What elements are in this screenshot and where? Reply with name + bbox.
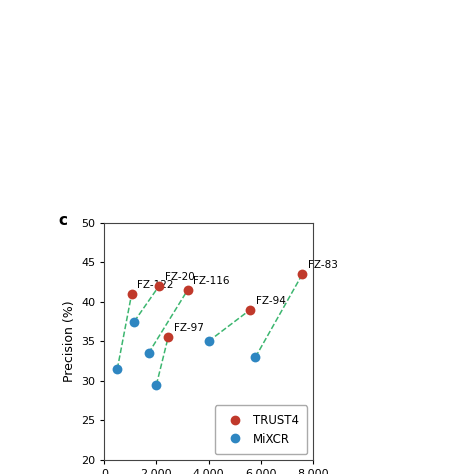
Y-axis label: Precision (%): Precision (%) bbox=[63, 301, 75, 382]
Text: FZ-116: FZ-116 bbox=[193, 276, 230, 286]
Text: FZ-122: FZ-122 bbox=[137, 280, 173, 290]
Text: FZ-97: FZ-97 bbox=[173, 323, 203, 333]
Point bbox=[128, 290, 136, 298]
Text: FZ-20: FZ-20 bbox=[164, 272, 194, 282]
Text: FZ-94: FZ-94 bbox=[256, 295, 286, 306]
Text: FZ-83: FZ-83 bbox=[308, 260, 338, 270]
Point bbox=[205, 337, 212, 345]
Point bbox=[145, 349, 152, 357]
Point bbox=[113, 365, 121, 373]
Point bbox=[252, 353, 259, 361]
Text: c: c bbox=[58, 213, 67, 228]
Point bbox=[130, 318, 138, 325]
Point bbox=[164, 334, 172, 341]
Point bbox=[246, 306, 254, 313]
Point bbox=[155, 282, 163, 290]
Legend: TRUST4, MiXCR: TRUST4, MiXCR bbox=[215, 405, 307, 454]
Point bbox=[153, 381, 160, 389]
Point bbox=[299, 270, 306, 278]
Point bbox=[184, 286, 191, 294]
